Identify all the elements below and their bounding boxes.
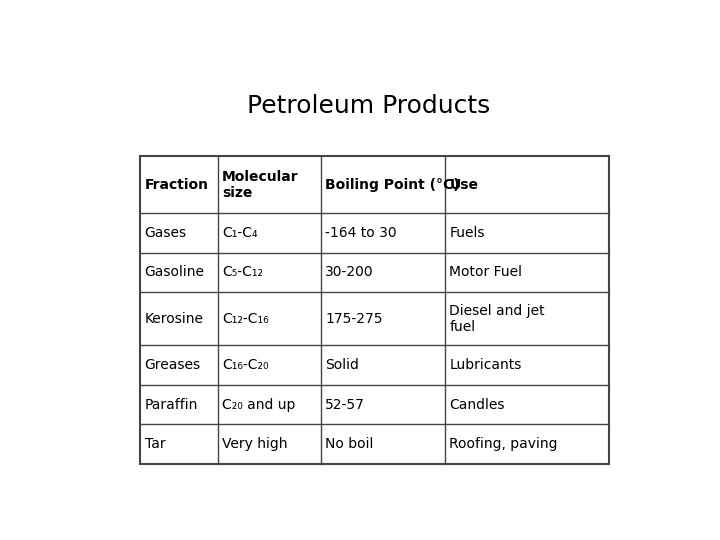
Text: Solid: Solid <box>325 358 359 372</box>
Text: Gases: Gases <box>145 226 186 240</box>
Text: C₂₀ and up: C₂₀ and up <box>222 397 295 411</box>
Text: Candles: Candles <box>449 397 505 411</box>
Text: Paraffin: Paraffin <box>145 397 198 411</box>
Text: C₅-C₁₂: C₅-C₁₂ <box>222 265 263 279</box>
Text: C₁₂-C₁₆: C₁₂-C₁₆ <box>222 312 269 326</box>
Text: 30-200: 30-200 <box>325 265 374 279</box>
Text: Fraction: Fraction <box>145 178 209 192</box>
Text: Petroleum Products: Petroleum Products <box>248 94 490 118</box>
Text: Diesel and jet
fuel: Diesel and jet fuel <box>449 303 545 334</box>
Text: Use: Use <box>449 178 478 192</box>
Text: 175-275: 175-275 <box>325 312 382 326</box>
Text: No boil: No boil <box>325 437 374 451</box>
Text: Gasoline: Gasoline <box>145 265 204 279</box>
Text: Fuels: Fuels <box>449 226 485 240</box>
Text: Molecular
size: Molecular size <box>222 170 299 200</box>
Text: Kerosine: Kerosine <box>145 312 204 326</box>
Text: Greases: Greases <box>145 358 201 372</box>
Text: 52-57: 52-57 <box>325 397 365 411</box>
Text: Very high: Very high <box>222 437 287 451</box>
Text: Tar: Tar <box>145 437 166 451</box>
Text: C₁₆-C₂₀: C₁₆-C₂₀ <box>222 358 269 372</box>
Text: C₁-C₄: C₁-C₄ <box>222 226 258 240</box>
Text: Roofing, paving: Roofing, paving <box>449 437 558 451</box>
Text: Boiling Point (°C): Boiling Point (°C) <box>325 178 460 192</box>
Text: -164 to 30: -164 to 30 <box>325 226 397 240</box>
Text: Lubricants: Lubricants <box>449 358 522 372</box>
Text: Motor Fuel: Motor Fuel <box>449 265 522 279</box>
